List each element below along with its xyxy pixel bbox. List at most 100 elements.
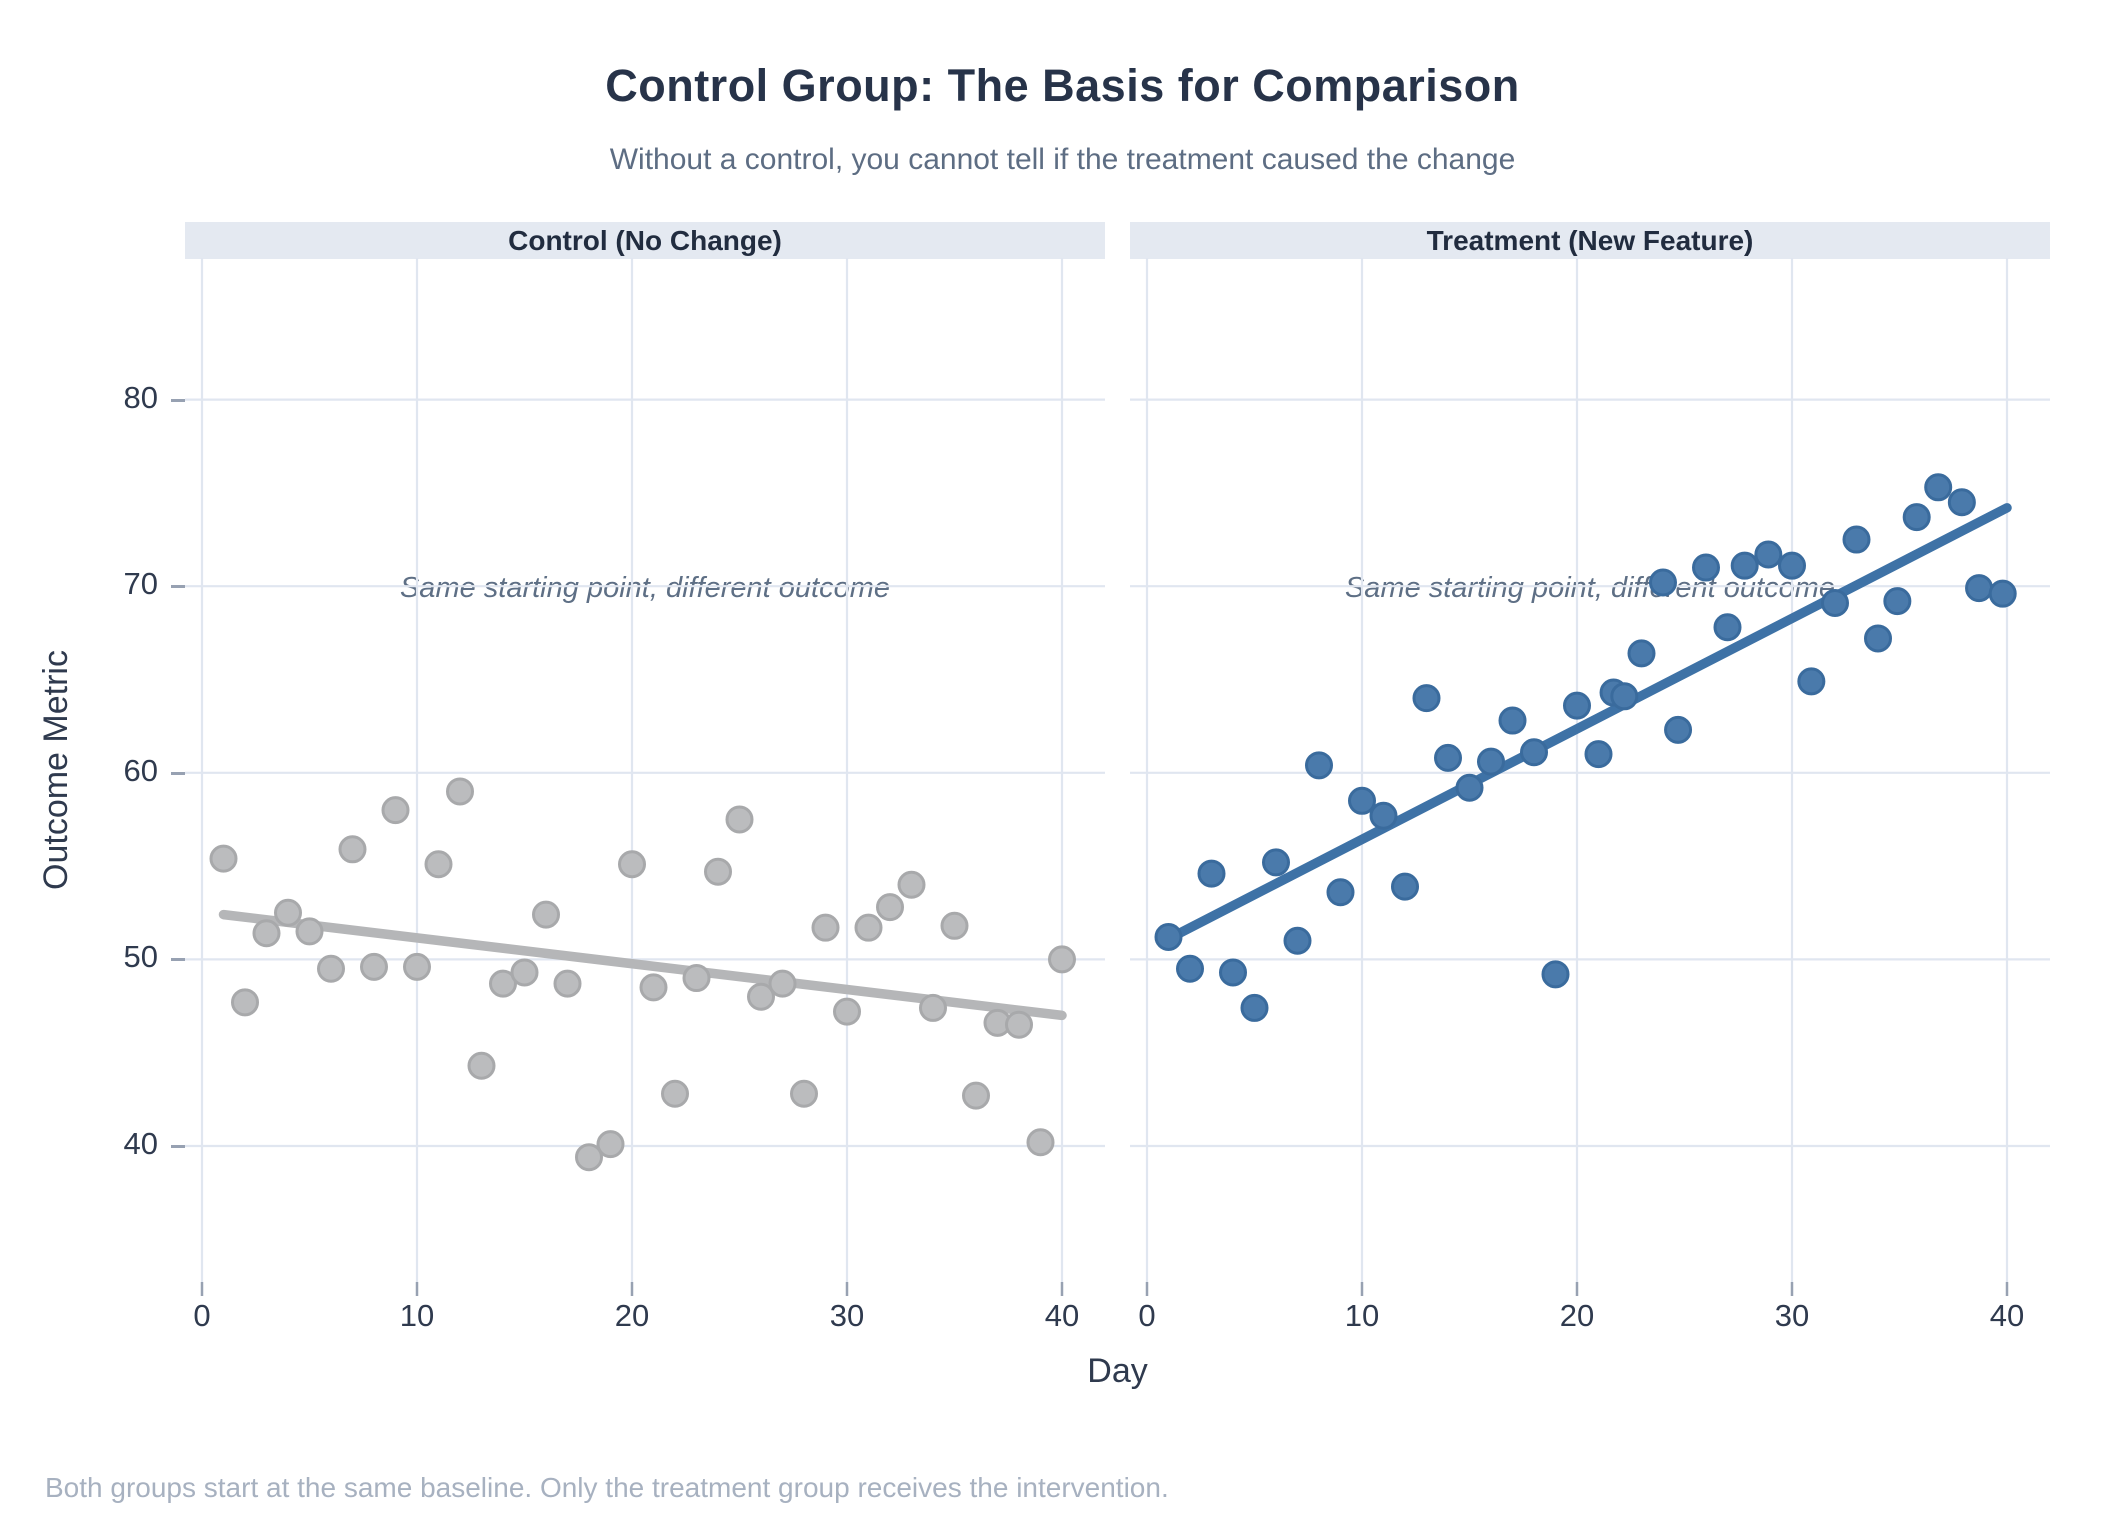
data-point <box>1391 872 1419 901</box>
data-point <box>1563 691 1591 720</box>
data-point <box>1649 568 1677 597</box>
data-point <box>1305 751 1333 780</box>
trend-line <box>1163 503 2012 944</box>
data-point <box>833 997 861 1026</box>
data-point <box>1240 993 1269 1022</box>
data-point <box>1902 503 1931 532</box>
data-point <box>1842 525 1871 554</box>
data-point <box>661 1079 689 1108</box>
data-point <box>446 777 474 806</box>
y-tick-label: 60 <box>123 752 158 788</box>
x-tick-label: 10 <box>399 1298 435 1333</box>
data-point <box>317 954 345 983</box>
y-tick-label: 70 <box>123 566 158 602</box>
chart-caption: Both groups start at the same baseline. … <box>45 1472 1169 1503</box>
data-point <box>1154 923 1183 952</box>
data-point <box>1797 667 1826 696</box>
data-point <box>295 917 324 946</box>
data-point <box>1005 1010 1033 1039</box>
data-point <box>1348 786 1376 815</box>
data-point <box>876 893 904 922</box>
data-point <box>854 913 883 942</box>
x-tick-label: 20 <box>614 1298 650 1333</box>
data-point <box>1584 740 1613 769</box>
data-point <box>1713 613 1742 642</box>
x-tick-label: 0 <box>1138 1298 1156 1333</box>
panel-annotation-treatment: Same starting point, different outcome <box>1344 572 1836 604</box>
data-point <box>424 850 453 879</box>
data-point <box>1754 540 1783 569</box>
data-point <box>553 969 582 998</box>
data-point <box>381 796 410 825</box>
x-tick-label: 40 <box>1989 1298 2025 1333</box>
data-point <box>1026 1128 1055 1157</box>
scatter-plot-control <box>185 258 1105 1296</box>
y-tick-mark <box>171 958 185 962</box>
x-tick-label: 20 <box>1559 1298 1595 1333</box>
data-point <box>940 911 969 940</box>
data-point <box>1262 848 1290 877</box>
chart-title: Control Group: The Basis for Comparison <box>605 60 1520 111</box>
x-tick-label: 40 <box>1044 1298 1080 1333</box>
data-point <box>231 988 259 1017</box>
data-point <box>338 835 367 864</box>
data-point <box>360 952 388 981</box>
data-point <box>1477 747 1505 776</box>
x-tick-label: 10 <box>1344 1298 1380 1333</box>
data-point <box>209 844 238 873</box>
data-point <box>1520 738 1548 767</box>
y-tick-label: 50 <box>123 939 158 975</box>
data-point <box>1778 551 1806 580</box>
data-point <box>1947 488 1976 517</box>
data-point <box>811 913 840 942</box>
data-point <box>1924 473 1953 502</box>
data-point <box>1610 682 1639 711</box>
data-point <box>1197 859 1226 888</box>
data-point <box>1283 926 1312 955</box>
data-point <box>1455 773 1484 802</box>
y-tick-mark <box>171 1145 185 1148</box>
data-point <box>682 964 711 993</box>
data-point <box>596 1130 625 1159</box>
data-point <box>1434 743 1462 772</box>
data-point <box>575 1143 603 1172</box>
data-point <box>532 900 560 929</box>
data-point <box>1498 706 1527 735</box>
panel-control: Control (No Change) Same starting point,… <box>185 222 1105 1296</box>
trend-line <box>218 909 1067 1021</box>
scatter-plot-treatment <box>1130 258 2050 1296</box>
y-tick-mark <box>171 585 185 589</box>
facet-strip-control: Control (No Change) <box>185 222 1105 259</box>
data-point <box>897 870 926 899</box>
data-point <box>1219 958 1247 987</box>
data-point <box>1965 574 1994 603</box>
data-point <box>489 969 517 998</box>
y-tick-mark <box>171 398 185 402</box>
data-point <box>467 1051 496 1080</box>
data-point <box>725 805 754 834</box>
data-point <box>618 850 646 879</box>
data-point <box>768 969 797 998</box>
data-point <box>1821 588 1849 617</box>
data-point <box>1692 553 1720 582</box>
data-point <box>1864 624 1892 653</box>
data-point <box>403 952 431 981</box>
data-point <box>962 1081 990 1110</box>
data-point <box>1988 579 2017 608</box>
data-point <box>790 1079 818 1108</box>
y-tick-mark <box>171 771 185 775</box>
data-point <box>1048 945 1076 974</box>
data-point <box>639 973 668 1002</box>
data-point <box>252 919 281 948</box>
data-point <box>1541 960 1570 989</box>
data-point <box>1326 878 1355 907</box>
data-point <box>274 898 302 927</box>
data-point <box>704 857 732 886</box>
data-point <box>1176 954 1204 983</box>
x-axis-title: Day <box>1087 1352 1148 1390</box>
y-tick-label: 80 <box>123 379 158 415</box>
data-point <box>747 982 775 1011</box>
data-point <box>1627 639 1656 668</box>
data-point <box>1369 801 1398 830</box>
